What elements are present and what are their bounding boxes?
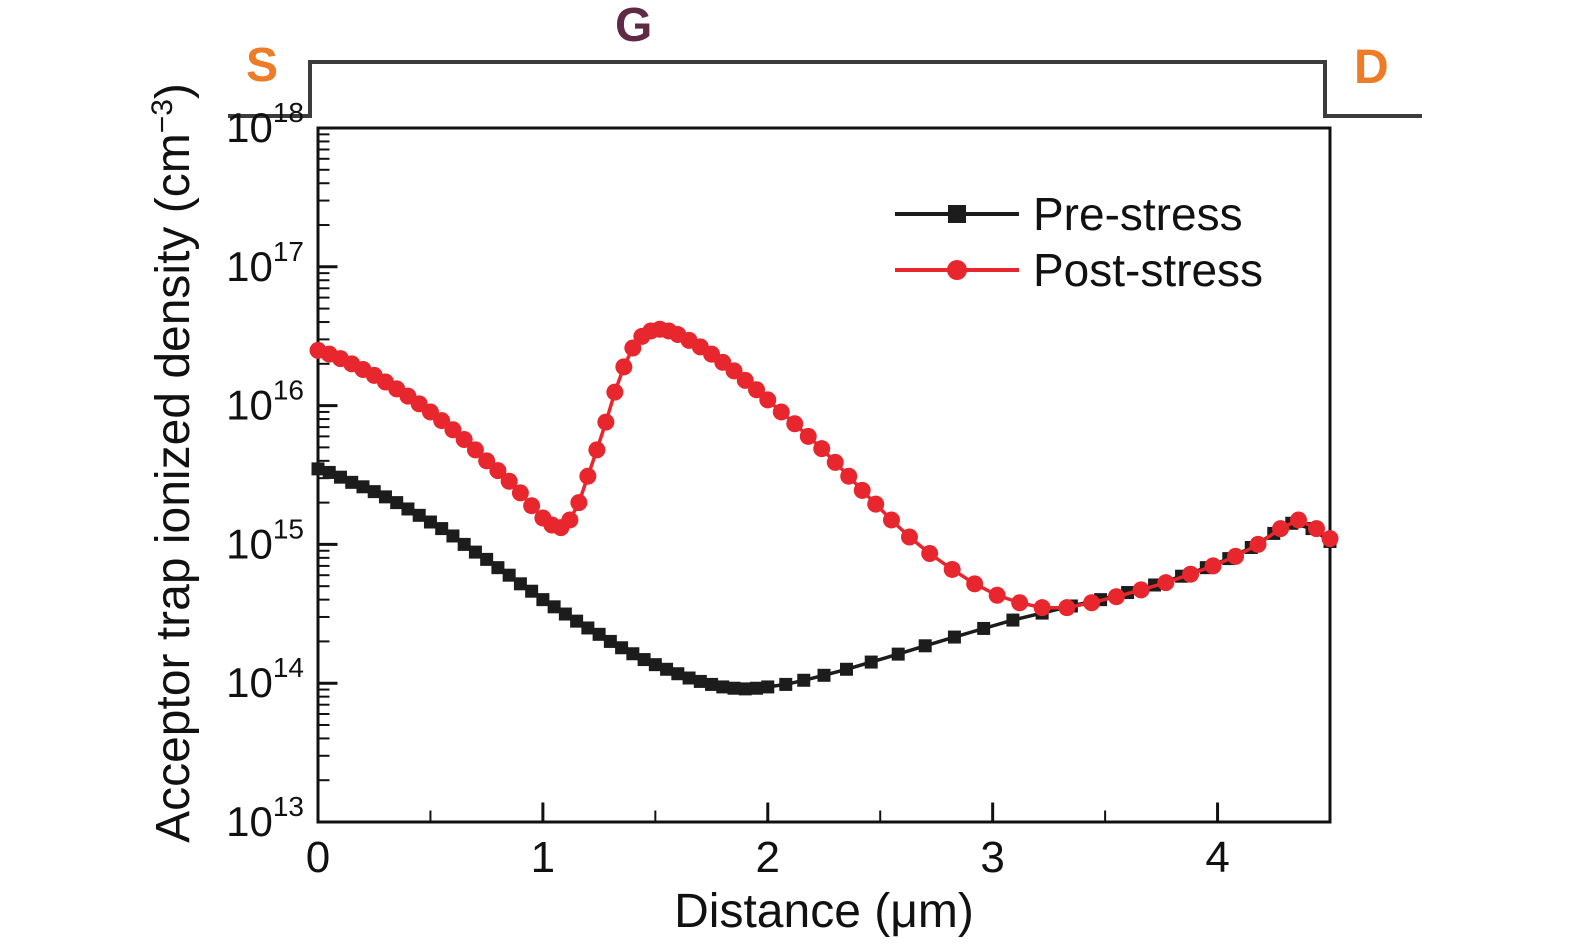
schematic-gate-label: G [615,0,653,52]
svg-text:1018: 1018 [226,97,304,151]
pre-stress-key-icon [895,205,1019,223]
y-axis-title-text: Acceptor trap ionized density (cm [147,133,200,843]
schematic-outline [228,60,1422,118]
pre-stress-series [311,462,1337,696]
svg-text:1: 1 [531,833,555,882]
legend-label-post-stress: Post-stress [1033,244,1264,296]
y-axis-title-superscript: −3 [146,99,179,134]
legend: Pre-stress Post-stress [893,186,1263,298]
post-stress-key-icon [895,260,1019,280]
svg-text:3: 3 [980,833,1004,882]
svg-text:1015: 1015 [226,513,304,567]
y-axis-title: Acceptor trap ionized density (cm−3) [128,43,200,883]
svg-text:4: 4 [1205,833,1229,882]
legend-item-pre-stress: Pre-stress [893,186,1263,242]
x-axis-title: Distance (μm) [674,885,974,938]
svg-text:1016: 1016 [226,375,304,429]
legend-label-pre-stress: Pre-stress [1033,188,1243,240]
svg-text:1014: 1014 [226,652,304,706]
schematic-source-label: S [246,39,279,92]
post-stress-series [309,320,1339,617]
legend-item-post-stress: Post-stress [893,242,1263,298]
svg-text:1013: 1013 [226,791,304,845]
svg-text:1017: 1017 [226,236,304,290]
svg-text:0: 0 [306,833,330,882]
y-axis-title-close: ) [147,83,200,100]
schematic-drain-label: D [1354,41,1389,94]
svg-text:2: 2 [756,833,780,882]
